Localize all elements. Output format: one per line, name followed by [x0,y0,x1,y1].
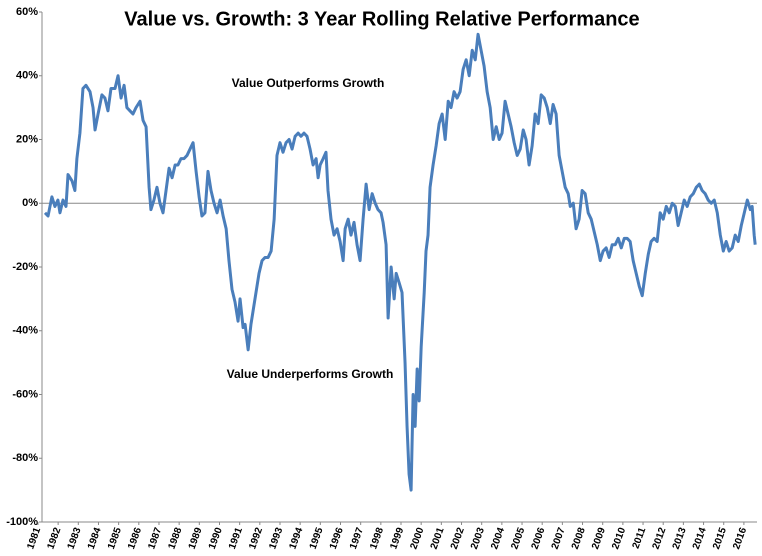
y-tick-label: -100% [6,516,38,528]
x-tick-label: 2015 [711,526,729,551]
x-tick-label: 1991 [227,526,245,551]
x-tick-label: 1989 [187,526,205,551]
x-tick-label: 1990 [207,526,225,551]
x-tick-label: 2016 [731,526,749,551]
x-tick-label: 2014 [691,526,709,551]
y-tick-label: 40% [16,70,38,82]
x-tick-label: 2005 [509,526,527,551]
x-tick-label: 2007 [550,526,568,551]
x-tick-label: 1985 [106,526,124,551]
x-tick-label: 2011 [631,526,649,551]
annotation: Value Underperforms Growth [227,367,394,381]
x-tick-label: 1994 [288,526,306,551]
x-tick-label: 1983 [66,526,84,551]
x-tick-label: 2012 [651,526,669,551]
y-tick-label: -60% [12,388,38,400]
y-tick-label: -40% [12,325,38,337]
y-tick-label: 0% [22,197,38,209]
x-tick-label: 1996 [328,526,346,551]
x-tick-label: 2008 [570,526,588,551]
x-tick-label: 2002 [449,526,467,551]
x-tick-label: 1998 [368,526,386,551]
x-tick-label: 1997 [348,526,366,551]
x-tick-label: 2004 [489,526,507,551]
x-tick-label: 1999 [388,526,406,551]
x-tick-label: 1988 [167,526,185,551]
x-tick-label: 1984 [86,526,104,551]
x-tick-label: 1982 [45,526,63,551]
x-tick-label: 1987 [146,526,164,551]
x-tick-label: 2010 [610,526,628,551]
x-tick-label: 1986 [126,526,144,551]
y-tick-label: -80% [12,452,38,464]
x-tick-label: 2006 [530,526,548,551]
x-tick-label: 1993 [267,526,285,551]
y-tick-label: 60% [16,6,38,18]
x-tick-label: 2013 [671,526,689,551]
x-tick-label: 2001 [429,526,447,551]
x-tick-label: 1995 [308,526,326,551]
x-tick-label: 1981 [25,526,43,551]
y-tick-label: 20% [16,133,38,145]
x-tick-label: 2000 [409,526,427,551]
data-line [43,32,757,492]
x-tick-label: 1992 [247,526,265,551]
x-tick-label: 2009 [590,526,608,551]
annotation: Value Outperforms Growth [232,76,385,90]
y-tick-label: -20% [12,261,38,273]
x-tick-label: 2003 [469,526,487,551]
chart-title: Value vs. Growth: 3 Year Rolling Relativ… [124,8,639,30]
